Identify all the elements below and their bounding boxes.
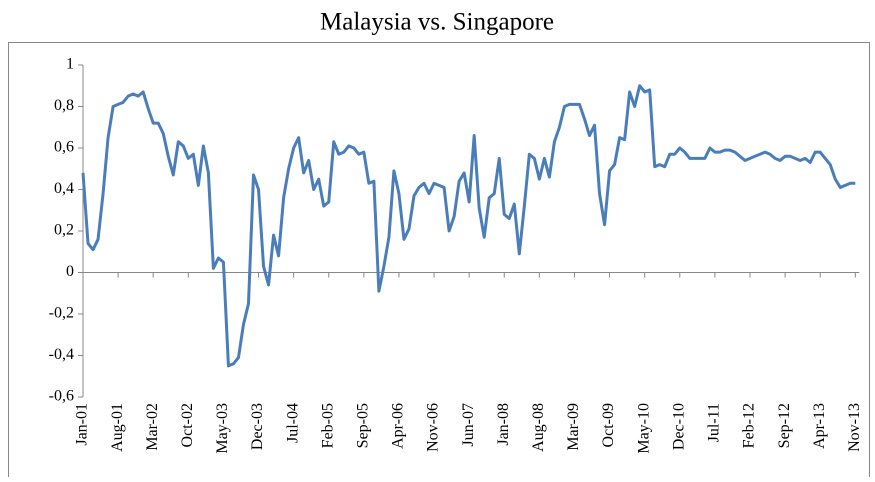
x-tick-label: May-10 — [635, 403, 652, 454]
x-tick-label: Sep-05 — [355, 403, 372, 448]
y-tick-label: 0,4 — [54, 180, 74, 197]
x-tick-label: Apr-06 — [390, 403, 407, 449]
x-tick-label: Oct-02 — [179, 403, 196, 447]
x-tick-label: Apr-13 — [811, 403, 828, 449]
y-tick-label: 0,8 — [54, 97, 74, 114]
x-tick-label: Feb-12 — [741, 403, 758, 448]
y-tick-label: -0,6 — [49, 388, 74, 405]
x-tick-label: Jul-04 — [284, 403, 301, 443]
y-tick-label: 0,6 — [54, 139, 74, 156]
x-tick-label: Oct-09 — [600, 403, 617, 447]
x-tick-label: Jul-11 — [706, 403, 723, 442]
x-tick-label: May-03 — [214, 403, 231, 454]
x-tick-label: Aug-01 — [109, 403, 126, 452]
chart-frame — [8, 42, 870, 482]
x-tick-label: Mar-09 — [565, 403, 582, 451]
x-tick-label: Nov-13 — [846, 403, 863, 452]
y-tick-label: -0,2 — [49, 305, 74, 322]
x-tick-label: Jun-07 — [460, 403, 477, 447]
chart-title: Malaysia vs. Singapore — [320, 9, 554, 36]
y-tick-label: 1 — [66, 56, 74, 73]
x-tick-label: Mar-02 — [144, 403, 161, 451]
y-tick-label: 0 — [66, 263, 74, 280]
x-tick-label: Aug-08 — [530, 403, 547, 452]
y-tick-label: -0,4 — [49, 346, 74, 363]
x-tick-label: Dec-03 — [249, 403, 266, 450]
x-tick-label: Nov-06 — [425, 403, 442, 452]
x-tick-label: Jan-08 — [495, 403, 512, 446]
x-tick-label: Feb-05 — [319, 403, 336, 448]
x-tick-label: Jan-01 — [74, 403, 91, 446]
x-tick-label: Sep-12 — [776, 403, 793, 448]
data-line — [81, 84, 856, 368]
x-tick-label: Dec-10 — [670, 403, 687, 450]
y-tick-label: 0,2 — [54, 222, 74, 239]
